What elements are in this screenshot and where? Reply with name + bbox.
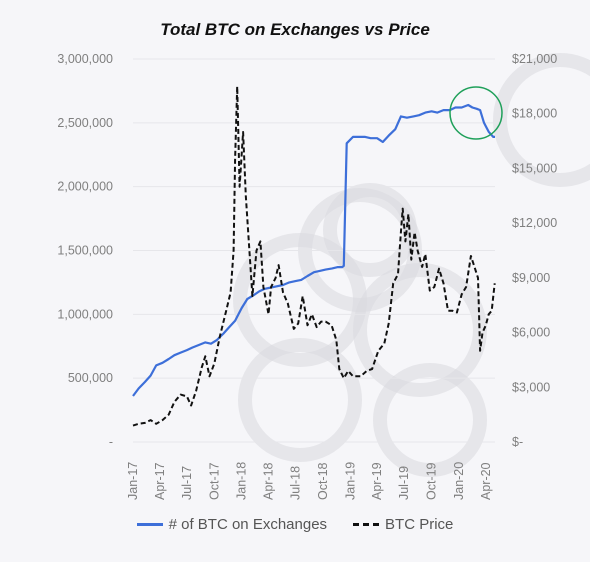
watermark-logo xyxy=(233,53,590,477)
right-tick-label: $- xyxy=(512,435,523,449)
legend-label: # of BTC on Exchanges xyxy=(168,516,328,533)
series-layer xyxy=(132,85,496,427)
x-tick-label: Apr-17 xyxy=(153,462,167,500)
x-tick-label: Oct-17 xyxy=(207,462,221,500)
grid-lines xyxy=(133,58,495,443)
legend-line-solid-icon xyxy=(136,523,163,526)
left-tick-label: 3,000,000 xyxy=(57,52,113,66)
legend-label: BTC Price xyxy=(385,516,454,533)
watermark-arc xyxy=(323,183,417,277)
left-tick-label: 2,000,000 xyxy=(57,180,113,194)
right-tick-label: $12,000 xyxy=(512,216,557,230)
x-tick-label: Jan-17 xyxy=(126,462,140,500)
right-tick-label: $21,000 xyxy=(512,52,557,66)
legend: # of BTC on Exchanges BTC Price xyxy=(0,516,590,533)
watermark-arc xyxy=(373,363,487,477)
right-tick-label: $3,000 xyxy=(512,380,550,394)
x-tick-label: Jul-17 xyxy=(180,466,194,500)
watermark-arc xyxy=(238,338,362,462)
chart-title: Total BTC on Exchanges vs Price xyxy=(160,20,430,39)
x-tick-label: Jul-19 xyxy=(397,466,411,500)
left-tick-label: 1,500,000 xyxy=(57,244,113,258)
x-tick-label: Jan-19 xyxy=(343,462,357,500)
x-tick-label: Jul-18 xyxy=(289,466,303,500)
right-tick-label: $15,000 xyxy=(512,161,557,175)
left-axis-ticks: - 500,000 1,000,000 1,500,000 2,000,000 2,500… xyxy=(57,52,113,449)
x-tick-label: Oct-18 xyxy=(316,462,330,500)
highlight-circle xyxy=(449,86,503,140)
series-line-btc-on-exchanges xyxy=(132,103,495,397)
x-tick-label: Jan-20 xyxy=(452,462,466,500)
x-tick-label: Apr-18 xyxy=(261,462,275,500)
x-tick-label: Apr-20 xyxy=(479,462,493,500)
watermark-arc xyxy=(493,53,590,187)
x-axis-ticks: Jan-17 Apr-17 Jul-17 Oct-17 Jan-18 Apr-18 Jul-… xyxy=(126,462,493,500)
legend-item-exchanges: # of BTC on Exchanges xyxy=(136,516,328,533)
x-tick-label: Jan-18 xyxy=(235,462,249,500)
series-line-btc-price xyxy=(132,85,496,427)
legend-line-dashed-icon xyxy=(353,523,380,526)
x-tick-label: Oct-19 xyxy=(425,462,439,500)
left-tick-label: 2,500,000 xyxy=(57,116,113,130)
right-axis-ticks: $- $3,000 $6,000 $9,000 $12,000 $15,000 $18,00… xyxy=(512,52,557,449)
watermark-arc xyxy=(353,263,487,397)
left-tick-label: 500,000 xyxy=(68,371,113,385)
left-tick-label: - xyxy=(109,435,113,449)
legend-item-price: BTC Price xyxy=(353,516,453,533)
right-tick-label: $6,000 xyxy=(512,326,550,340)
right-tick-label: $18,000 xyxy=(512,107,557,121)
x-tick-label: Apr-19 xyxy=(370,462,384,500)
right-tick-label: $9,000 xyxy=(512,271,550,285)
left-tick-label: 1,000,000 xyxy=(57,307,113,321)
